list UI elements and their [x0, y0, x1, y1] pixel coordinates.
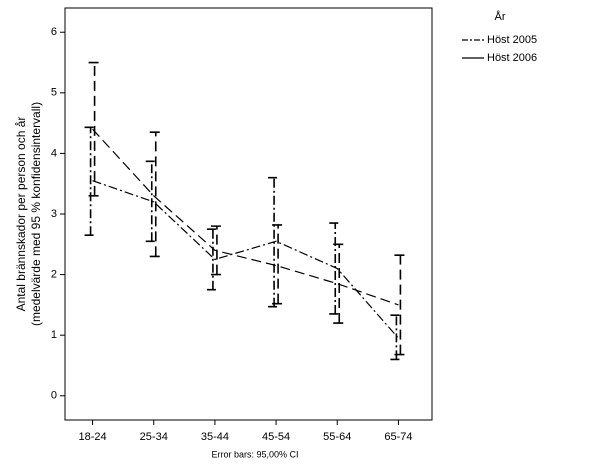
error-bar	[390, 314, 403, 361]
error-bar	[394, 254, 407, 356]
y-tick-label: 2	[51, 268, 57, 280]
x-tick-label: 55-64	[323, 431, 351, 443]
footnote: Error bars: 95,00% CI	[211, 449, 298, 459]
y-axis-label: Antal brännskador per person och år	[14, 117, 28, 312]
error-bar	[84, 126, 97, 237]
error-bar	[145, 160, 158, 243]
error-bar	[88, 61, 101, 197]
error-bar	[149, 131, 162, 258]
series-line	[92, 128, 399, 306]
plot-frame	[64, 7, 433, 421]
legend-title: År	[495, 10, 506, 23]
y-axis-label: (medelvärde med 95 % konfidensintervall)	[29, 102, 43, 326]
error-bar	[206, 228, 219, 291]
legend-label: Höst 2005	[487, 34, 537, 46]
x-tick-label: 35-44	[201, 431, 229, 443]
y-tick-label: 4	[51, 147, 57, 159]
x-tick-label: 18-24	[79, 431, 107, 443]
legend-label: Höst 2006	[487, 52, 537, 64]
x-tick-label: 25-34	[140, 431, 168, 443]
x-tick-label: 45-54	[262, 431, 290, 443]
error-bar	[329, 222, 342, 315]
y-tick-label: 1	[51, 329, 57, 341]
y-tick-label: 3	[51, 208, 57, 220]
x-tick-label: 65-74	[384, 431, 412, 443]
y-tick-label: 5	[51, 87, 57, 99]
series-line	[92, 180, 399, 339]
error-bar	[333, 243, 346, 324]
y-tick-label: 6	[51, 26, 57, 38]
error-bar	[272, 224, 285, 305]
y-tick-label: 0	[51, 390, 57, 402]
